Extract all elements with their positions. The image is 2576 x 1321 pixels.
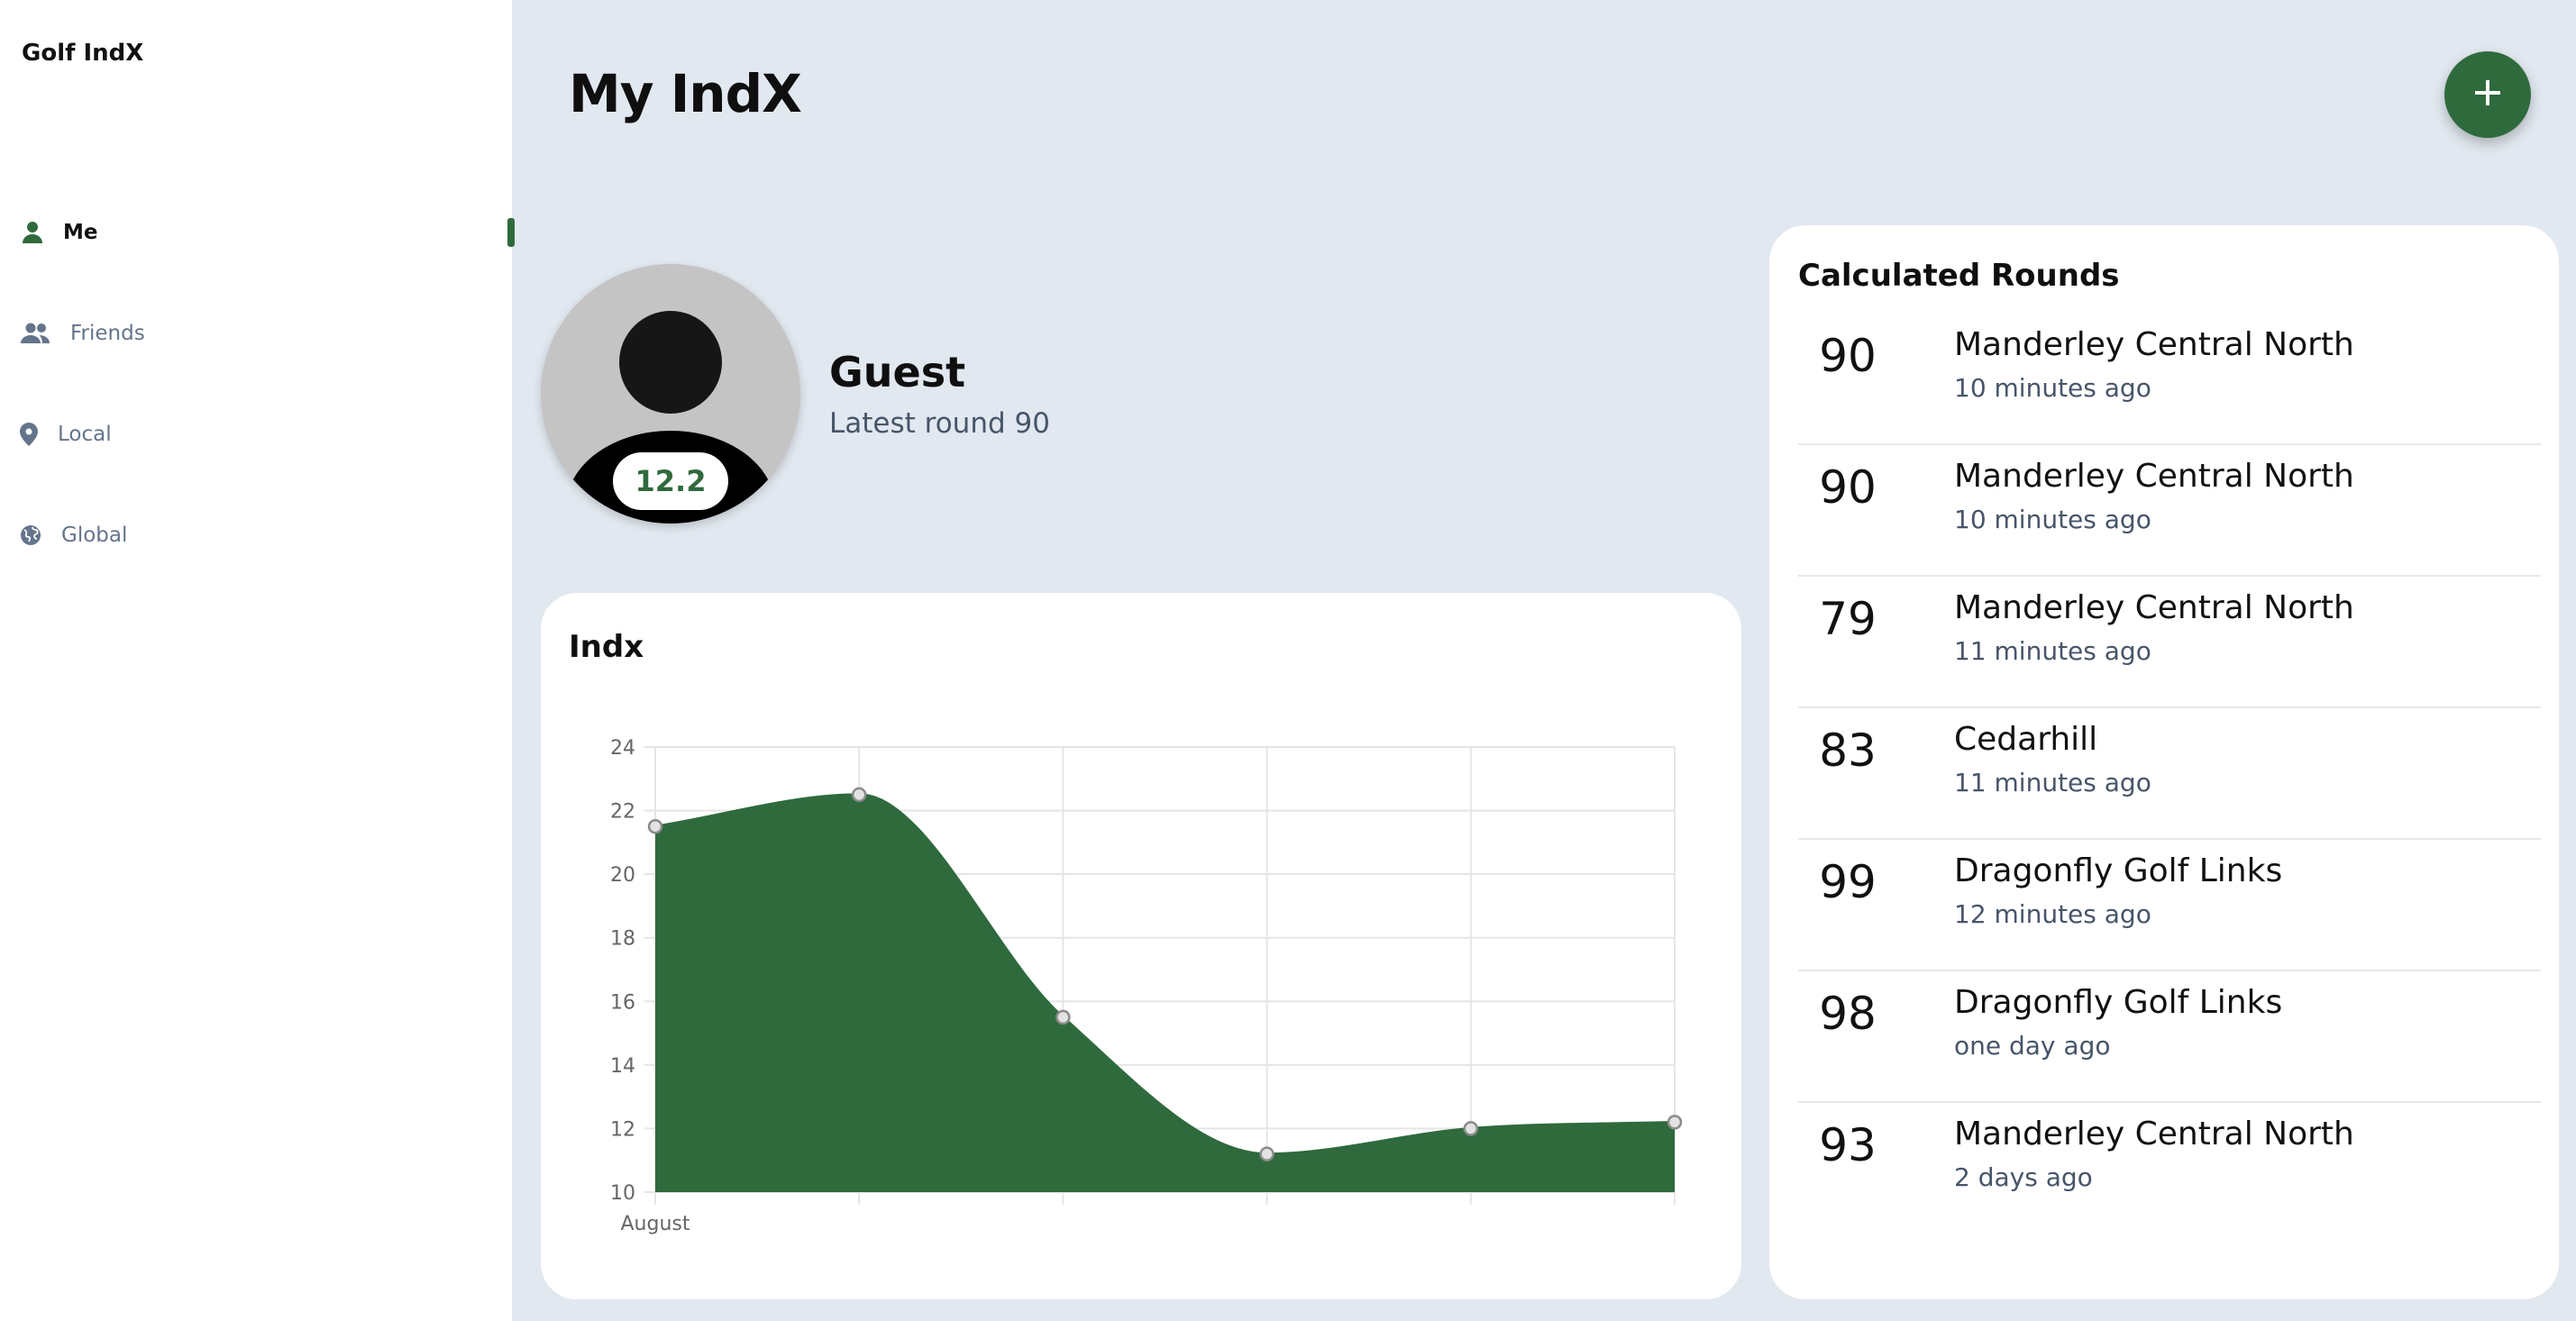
sidebar-item-label: Global [61,524,128,547]
y-tick-label: 18 [610,928,635,951]
y-tick-label: 24 [610,737,635,760]
index-badge: 12.2 [613,452,728,510]
round-time: 10 minutes ago [1954,373,2151,403]
location-pin-icon [20,422,38,447]
round-time: 11 minutes ago [1954,636,2151,666]
round-time: 2 days ago [1954,1162,2093,1192]
sidebar-item-friends[interactable]: Friends [20,315,145,351]
y-tick-label: 12 [610,1118,635,1141]
profile-name: Guest [829,348,966,396]
round-course: Dragonfly Golf Links [1954,984,2283,1021]
data-point [1259,1146,1274,1162]
data-point [1667,1115,1683,1130]
round-score: 93 [1819,1119,1877,1171]
round-time: 11 minutes ago [1954,768,2151,797]
y-tick-label: 22 [610,801,635,824]
rounds-title: Calculated Rounds [1798,258,2120,294]
sidebar-item-label: Friends [70,322,145,345]
round-course: Manderley Central North [1954,326,2354,363]
add-round-button[interactable] [2444,51,2531,138]
y-tick-label: 14 [610,1055,635,1078]
calculated-rounds-card: Calculated Rounds 90 Manderley Central N… [1769,225,2559,1299]
list-item[interactable]: 98 Dragonfly Golf Links one day ago [1798,971,2541,1103]
list-item[interactable]: 83 Cedarhill 11 minutes ago [1798,708,2541,840]
latest-round-text: Latest round 90 [829,407,1050,440]
round-course: Manderley Central North [1954,589,2354,626]
plus-icon [2471,77,2504,113]
round-course: Manderley Central North [1954,1116,2354,1152]
brand-title: Golf IndX [22,40,144,67]
data-point [851,787,867,803]
page-title: My IndX [569,63,802,124]
data-point [1055,1009,1071,1025]
round-score: 98 [1819,988,1877,1040]
index-chart: 10 12 14 16 18 20 22 24 August [610,737,1683,1235]
round-score: 83 [1819,724,1877,777]
person-icon [20,220,45,245]
list-item[interactable]: 99 Dragonfly Golf Links 12 minutes ago [1798,840,2541,971]
sidebar-item-label: Me [63,221,98,244]
data-point [647,818,663,834]
active-indicator [507,218,515,247]
y-tick-label: 16 [610,991,635,1014]
sidebar-item-global[interactable]: Global [20,517,127,553]
list-item[interactable]: 90 Manderley Central North 10 minutes ag… [1798,445,2541,577]
y-tick-label: 20 [610,864,635,887]
x-tick-label: August [621,1213,690,1235]
round-score: 90 [1819,330,1877,382]
list-item[interactable]: 93 Manderley Central North 2 days ago [1798,1103,2541,1215]
round-score: 90 [1819,461,1877,514]
round-time: one day ago [1954,1031,2111,1061]
avatar-head [619,311,722,414]
round-course: Cedarhill [1954,721,2098,758]
round-score: 79 [1819,593,1877,645]
sidebar-item-me[interactable]: Me [20,214,98,251]
y-tick-label: 10 [610,1182,635,1205]
sidebar-item-local[interactable]: Local [20,416,112,452]
round-course: Dragonfly Golf Links [1954,852,2283,889]
rounds-list[interactable]: 90 Manderley Central North 10 minutes ag… [1798,314,2541,1215]
series-line [654,793,1676,1156]
area-fill [655,794,1675,1192]
round-course: Manderley Central North [1954,458,2354,495]
chart-title: Indx [569,629,644,665]
round-time: 12 minutes ago [1954,899,2151,929]
people-icon [20,321,50,346]
sidebar-item-label: Local [58,423,112,446]
list-item[interactable]: 90 Manderley Central North 10 minutes ag… [1798,314,2541,445]
round-score: 99 [1819,856,1877,908]
data-point [1463,1121,1479,1136]
index-chart-card: Indx 10 12 14 16 18 20 22 24 August [541,593,1741,1299]
list-item[interactable]: 79 Manderley Central North 11 minutes ag… [1798,577,2541,708]
globe-icon [20,523,41,548]
sidebar: Golf IndX Me Friends Local Global [0,0,515,1321]
round-time: 10 minutes ago [1954,505,2151,534]
